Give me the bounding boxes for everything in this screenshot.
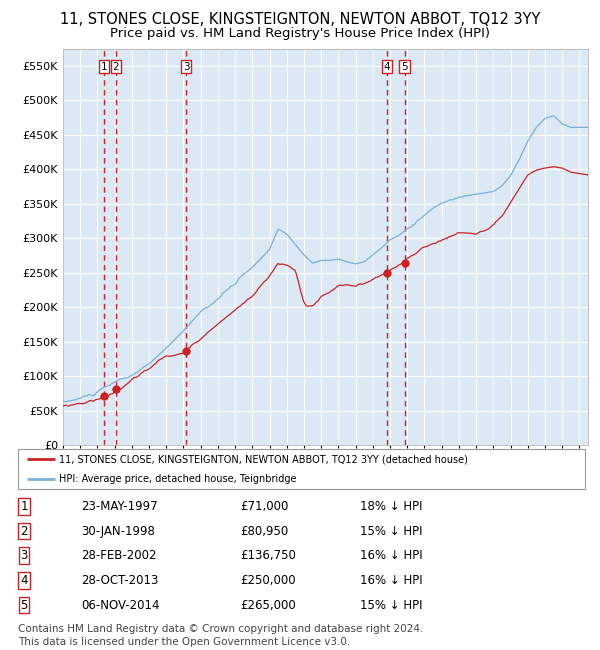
Text: 28-OCT-2013: 28-OCT-2013 bbox=[81, 574, 158, 587]
Text: 23-MAY-1997: 23-MAY-1997 bbox=[81, 500, 158, 513]
Text: 3: 3 bbox=[20, 549, 28, 562]
Text: £80,950: £80,950 bbox=[240, 525, 288, 538]
Text: 4: 4 bbox=[384, 62, 391, 72]
Text: 06-NOV-2014: 06-NOV-2014 bbox=[81, 599, 160, 612]
Text: 1: 1 bbox=[101, 62, 107, 72]
Text: 5: 5 bbox=[20, 599, 28, 612]
Text: 16% ↓ HPI: 16% ↓ HPI bbox=[360, 574, 422, 587]
FancyBboxPatch shape bbox=[18, 448, 585, 489]
Text: 2: 2 bbox=[113, 62, 119, 72]
Text: 16% ↓ HPI: 16% ↓ HPI bbox=[360, 549, 422, 562]
Text: 15% ↓ HPI: 15% ↓ HPI bbox=[360, 525, 422, 538]
Text: £136,750: £136,750 bbox=[240, 549, 296, 562]
Text: 11, STONES CLOSE, KINGSTEIGNTON, NEWTON ABBOT, TQ12 3YY (detached house): 11, STONES CLOSE, KINGSTEIGNTON, NEWTON … bbox=[59, 454, 467, 464]
Text: 11, STONES CLOSE, KINGSTEIGNTON, NEWTON ABBOT, TQ12 3YY: 11, STONES CLOSE, KINGSTEIGNTON, NEWTON … bbox=[60, 12, 540, 27]
Text: 15% ↓ HPI: 15% ↓ HPI bbox=[360, 599, 422, 612]
Text: 18% ↓ HPI: 18% ↓ HPI bbox=[360, 500, 422, 513]
Text: £71,000: £71,000 bbox=[240, 500, 289, 513]
Text: 4: 4 bbox=[20, 574, 28, 587]
Text: 3: 3 bbox=[183, 62, 190, 72]
Text: 5: 5 bbox=[401, 62, 408, 72]
Text: 28-FEB-2002: 28-FEB-2002 bbox=[81, 549, 157, 562]
Text: 2: 2 bbox=[20, 525, 28, 538]
Text: Contains HM Land Registry data © Crown copyright and database right 2024.
This d: Contains HM Land Registry data © Crown c… bbox=[18, 624, 424, 647]
Text: £265,000: £265,000 bbox=[240, 599, 296, 612]
Text: £250,000: £250,000 bbox=[240, 574, 296, 587]
Text: 30-JAN-1998: 30-JAN-1998 bbox=[81, 525, 155, 538]
Text: Price paid vs. HM Land Registry's House Price Index (HPI): Price paid vs. HM Land Registry's House … bbox=[110, 27, 490, 40]
Text: HPI: Average price, detached house, Teignbridge: HPI: Average price, detached house, Teig… bbox=[59, 474, 296, 484]
Text: 1: 1 bbox=[20, 500, 28, 513]
